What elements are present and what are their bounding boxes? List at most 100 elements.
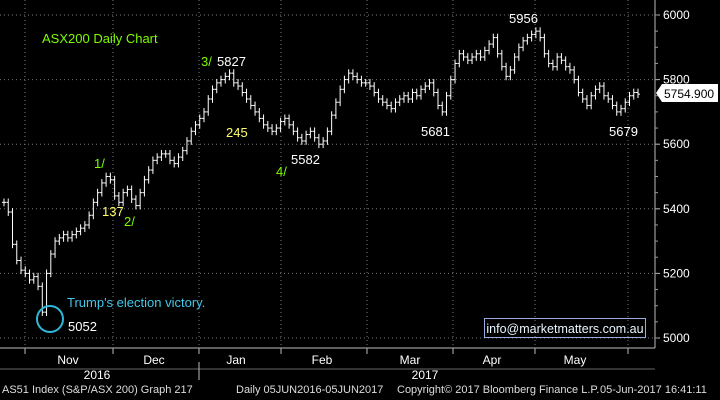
low-label-5582: 5582 <box>291 152 320 167</box>
price-bar <box>474 49 479 61</box>
price-bar <box>91 198 96 220</box>
low-label-5679: 5679 <box>609 124 638 139</box>
price-bar <box>342 75 347 94</box>
price-bar <box>618 104 623 116</box>
price-bar <box>359 75 364 87</box>
y-tick-label: 5800 <box>663 73 690 87</box>
election-circle <box>36 305 64 333</box>
price-bar <box>478 49 483 61</box>
price-bar <box>57 233 62 245</box>
price-bar <box>393 98 398 113</box>
last-price-label: 5754.900 <box>664 87 714 101</box>
price-bar <box>27 269 32 284</box>
price-bar <box>414 88 419 100</box>
price-bar <box>559 53 564 65</box>
price-bar <box>338 85 343 107</box>
y-axis: 6000 5800 5600 5400 5200 5000 <box>655 8 690 345</box>
price-bar <box>610 95 615 110</box>
price-bar <box>431 78 436 97</box>
price-bar <box>389 101 394 113</box>
x-tick-label: May <box>564 353 587 367</box>
price-bar <box>201 108 206 123</box>
price-bar <box>48 250 53 278</box>
price-bar <box>99 179 104 197</box>
price-chart: 6000 5800 5600 5400 5200 5000 Nov Dec Jan Feb Mar… <box>0 0 718 380</box>
price-bar <box>40 282 45 317</box>
low-label-5681: 5681 <box>421 124 450 139</box>
price-bar <box>427 78 432 90</box>
price-bar <box>308 127 313 139</box>
price-bar <box>380 95 385 107</box>
wave-label-4: 4/ <box>276 164 287 179</box>
price-bar <box>589 91 594 110</box>
price-bar <box>159 150 164 161</box>
price-bar <box>240 82 245 97</box>
y-tick-label: 5600 <box>663 137 690 151</box>
price-bar <box>363 78 368 87</box>
price-bar <box>163 150 168 158</box>
price-bar <box>287 114 292 129</box>
price-bar <box>74 227 79 239</box>
ohlc-bars <box>2 27 640 317</box>
price-bar <box>23 266 28 278</box>
price-bar <box>53 237 58 258</box>
price-bar <box>231 69 236 87</box>
price-bar <box>546 49 551 68</box>
price-bar <box>223 72 228 84</box>
price-bar <box>397 95 402 107</box>
price-bar <box>155 153 160 165</box>
price-bar <box>504 62 509 81</box>
price-bar <box>299 133 304 145</box>
price-bar <box>329 111 334 136</box>
y-tick-label: 5400 <box>663 202 690 216</box>
price-bar <box>576 75 581 97</box>
price-bar <box>150 156 155 174</box>
price-bar <box>538 27 543 42</box>
price-bar <box>125 185 130 197</box>
price-bar <box>270 124 275 136</box>
price-bar <box>248 95 253 110</box>
footer-bar: AS51 Index (S&P/ASX 200) Graph 217 Daily… <box>0 380 720 400</box>
price-bar <box>65 230 70 242</box>
price-bar <box>470 53 475 65</box>
price-bar <box>261 114 266 129</box>
price-bar <box>436 88 441 110</box>
wave-label-2: 2/ <box>124 214 135 229</box>
price-bar <box>167 150 172 165</box>
price-bar <box>121 188 126 207</box>
x-tick-label: Apr <box>483 353 502 367</box>
price-bar <box>597 82 602 94</box>
price-bar <box>584 95 589 110</box>
price-bar <box>512 53 517 74</box>
price-bar <box>219 75 224 87</box>
price-bar <box>19 256 24 275</box>
price-bar <box>257 108 262 123</box>
price-bar <box>555 53 560 71</box>
price-bar <box>129 185 134 203</box>
price-bar <box>265 120 270 132</box>
x-tick-label: Mar <box>400 353 421 367</box>
price-bar <box>350 69 355 81</box>
price-bar <box>70 230 75 242</box>
price-bar <box>521 36 526 52</box>
price-bar <box>95 188 100 207</box>
wave-label-3: 3/ <box>201 54 212 69</box>
price-bar <box>525 33 530 45</box>
price-bar <box>282 114 287 126</box>
chart-title: ASX200 Daily Chart <box>42 31 158 46</box>
price-bar <box>184 137 189 155</box>
website-label: info@marketmatters.com.au <box>484 318 646 338</box>
price-bar <box>325 127 330 145</box>
price-bar <box>418 85 423 100</box>
price-bar <box>316 133 321 149</box>
price-bar <box>108 172 113 184</box>
low-label-5052: 5052 <box>68 319 97 334</box>
price-bar <box>214 78 219 94</box>
x-tick-label: Jan <box>226 353 245 367</box>
price-bar <box>112 175 117 200</box>
price-bar <box>529 30 534 42</box>
high-label-5827: 5827 <box>217 54 246 69</box>
price-bar <box>36 272 41 291</box>
price-bar <box>410 88 415 103</box>
price-bar <box>533 27 538 39</box>
